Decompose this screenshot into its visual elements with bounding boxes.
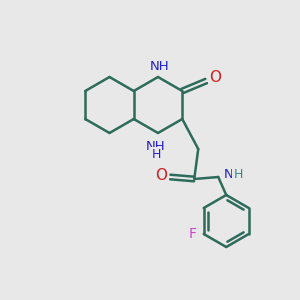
Text: NH: NH: [146, 140, 166, 152]
Text: O: O: [155, 167, 167, 182]
Text: N: N: [224, 169, 233, 182]
Text: H: H: [151, 148, 161, 161]
Text: F: F: [189, 227, 197, 241]
Text: H: H: [234, 169, 243, 182]
Text: NH: NH: [150, 59, 170, 73]
Text: O: O: [209, 70, 221, 85]
